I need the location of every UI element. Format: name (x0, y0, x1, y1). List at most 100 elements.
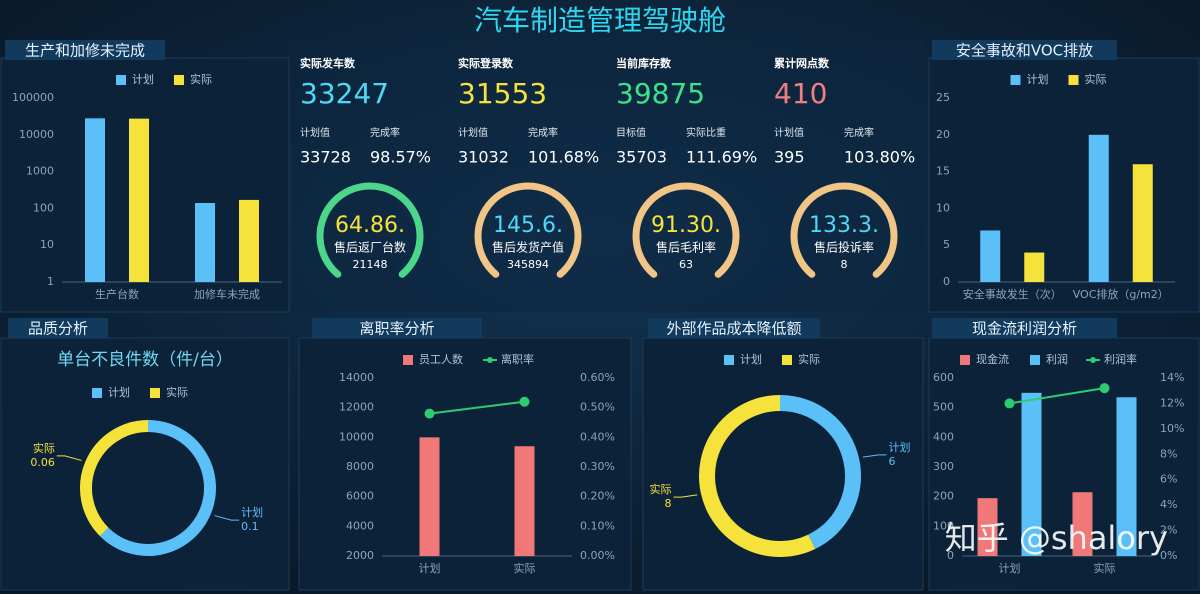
donut-segment (80, 420, 149, 537)
legend-label: 实际 (798, 352, 820, 366)
x-tick-label: 实际 (514, 561, 536, 575)
kpi-sub-value: 395 (774, 148, 805, 167)
legend-swatch (960, 355, 970, 365)
y-tick-label: 0.30% (580, 460, 615, 473)
kpi-sub-value: 35703 (616, 148, 667, 167)
panel (928, 57, 1200, 313)
y-tick-label: 2000 (346, 549, 374, 562)
bar (980, 230, 1001, 282)
y-tick-label: 4000 (346, 519, 374, 532)
x-tick-label: 加修车未完成 (194, 287, 260, 301)
panel-title: 生产和加修未完成 (25, 42, 145, 60)
kpi-value: 410 (774, 77, 827, 110)
y-tick-label: 10000 (339, 430, 374, 443)
kpi-sub-label: 实际比重 (686, 126, 726, 139)
panel-tab (932, 40, 1117, 60)
kpi-label: 实际发车数 (300, 56, 356, 70)
donut-value: 0.1 (241, 520, 259, 533)
y-tick-label: 12% (1160, 396, 1184, 409)
kpi-sub-value: 98.57% (370, 148, 431, 167)
gauge-sub: 8 (841, 258, 848, 271)
donut-label: 计划 (888, 441, 910, 454)
y-tick-label: 25 (936, 91, 950, 104)
kpi-sub-value: 31032 (458, 148, 509, 167)
panel-tab (5, 40, 165, 60)
donut-segment (779, 395, 861, 549)
panel-title: 外部作品成本降低额 (666, 320, 801, 338)
gauge-value: 133.3. (809, 213, 879, 238)
line-point (424, 408, 435, 419)
kpi-label: 当前库存数 (616, 56, 672, 70)
y-tick-label: 10 (936, 201, 950, 214)
line-point (1099, 383, 1110, 394)
bar (129, 118, 149, 282)
leader-line (214, 515, 240, 521)
gauge-ring (632, 182, 740, 278)
bar (514, 446, 535, 556)
legend-swatch (174, 75, 184, 85)
kpi-sub-value: 33728 (300, 148, 351, 167)
y-tick-label: 8000 (346, 460, 374, 473)
y-tick-label: 0.40% (580, 430, 615, 443)
kpi-sub-label: 计划值 (774, 126, 804, 139)
x-tick-label: 实际 (1094, 561, 1116, 575)
y-tick-label: 0 (947, 549, 954, 562)
kpi-label: 累计网点数 (774, 56, 830, 70)
donut-label: 计划 (241, 506, 263, 519)
legend-label: 员工人数 (419, 353, 463, 366)
legend-dot (1090, 357, 1096, 363)
kpi-value: 33247 (300, 77, 389, 110)
y-tick-label: 300 (933, 460, 954, 473)
donut-segment (99, 420, 216, 556)
y-tick-label: 10% (1160, 422, 1184, 435)
bar (419, 437, 440, 556)
donut-value: 8 (665, 497, 672, 510)
y-tick-label: 1 (47, 275, 54, 288)
y-tick-label: 2% (1160, 524, 1177, 537)
kpi-value: 39875 (616, 77, 705, 110)
panel-tab (312, 318, 482, 338)
legend-swatch (92, 388, 102, 398)
legend-label: 计划 (108, 386, 130, 399)
panel-title: 现金流利润分析 (972, 320, 1077, 338)
kpi-sub-value: 101.68% (528, 148, 599, 167)
y-tick-label: 400 (933, 430, 954, 443)
x-tick-label: 安全事故发生（次） (963, 287, 1062, 301)
y-tick-label: 0.20% (580, 490, 615, 503)
bar (1116, 397, 1137, 556)
legend-label: 计划 (1027, 73, 1049, 86)
kpi-label: 实际登录数 (458, 56, 514, 70)
panel-title: 品质分析 (28, 320, 88, 338)
legend-swatch (150, 388, 160, 398)
y-tick-label: 10000 (19, 128, 54, 141)
y-tick-label: 8% (1160, 447, 1177, 460)
legend-swatch (782, 355, 792, 365)
bar (977, 498, 998, 556)
gauge-sub: 63 (679, 258, 693, 271)
gauge-ring (474, 182, 582, 278)
legend-dot (487, 357, 493, 363)
x-tick-label: 生产台数 (95, 287, 139, 301)
y-tick-label: 100 (33, 201, 54, 214)
gauge-value: 145.6. (493, 213, 563, 238)
donut-label: 实际 (33, 441, 55, 455)
y-tick-label: 0% (1160, 549, 1177, 562)
leader-line (56, 455, 82, 461)
panel-tab (932, 318, 1117, 338)
kpi-sub-label: 完成率 (844, 126, 874, 139)
y-tick-label: 10 (40, 238, 54, 251)
legend-label: 计划 (132, 73, 154, 86)
legend-label: 利润 (1046, 352, 1068, 366)
donut-value: 6 (888, 455, 895, 468)
y-tick-label: 14000 (339, 371, 374, 384)
y-tick-label: 500 (933, 401, 954, 414)
x-tick-label: 计划 (999, 562, 1021, 575)
leader-line (862, 454, 887, 458)
y-tick-label: 200 (933, 490, 954, 503)
legend-label: 计划 (740, 353, 762, 366)
gauge-value: 91.30. (651, 213, 721, 238)
kpi-sub-label: 目标值 (616, 126, 646, 139)
gauge-sub: 345894 (507, 258, 549, 271)
